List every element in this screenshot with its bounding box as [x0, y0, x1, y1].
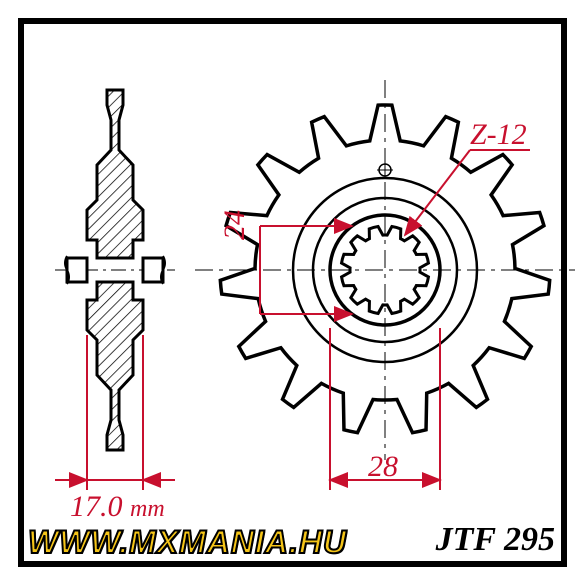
- side-view: [55, 90, 175, 450]
- watermark: WWW.MXMANIA.HU: [28, 524, 347, 561]
- part-number: JTF 295: [436, 521, 555, 559]
- dim-spline-label: Z-12: [470, 118, 527, 152]
- dim-bore-label: 24: [218, 210, 252, 240]
- dim-hub-label: 28: [368, 450, 398, 484]
- dim-width-value: 17.0 mm: [70, 490, 165, 524]
